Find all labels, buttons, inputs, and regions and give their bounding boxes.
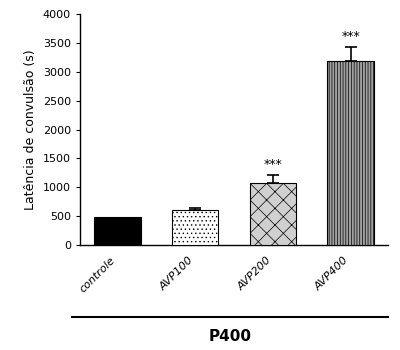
Text: P400: P400 <box>208 329 252 344</box>
Y-axis label: Latência de convulsão (s): Latência de convulsão (s) <box>24 49 37 210</box>
Bar <box>250 183 296 245</box>
Bar <box>94 217 141 245</box>
Text: ***: *** <box>264 158 282 171</box>
Text: ***: *** <box>341 30 360 43</box>
Bar <box>172 210 218 245</box>
Bar <box>327 61 374 245</box>
